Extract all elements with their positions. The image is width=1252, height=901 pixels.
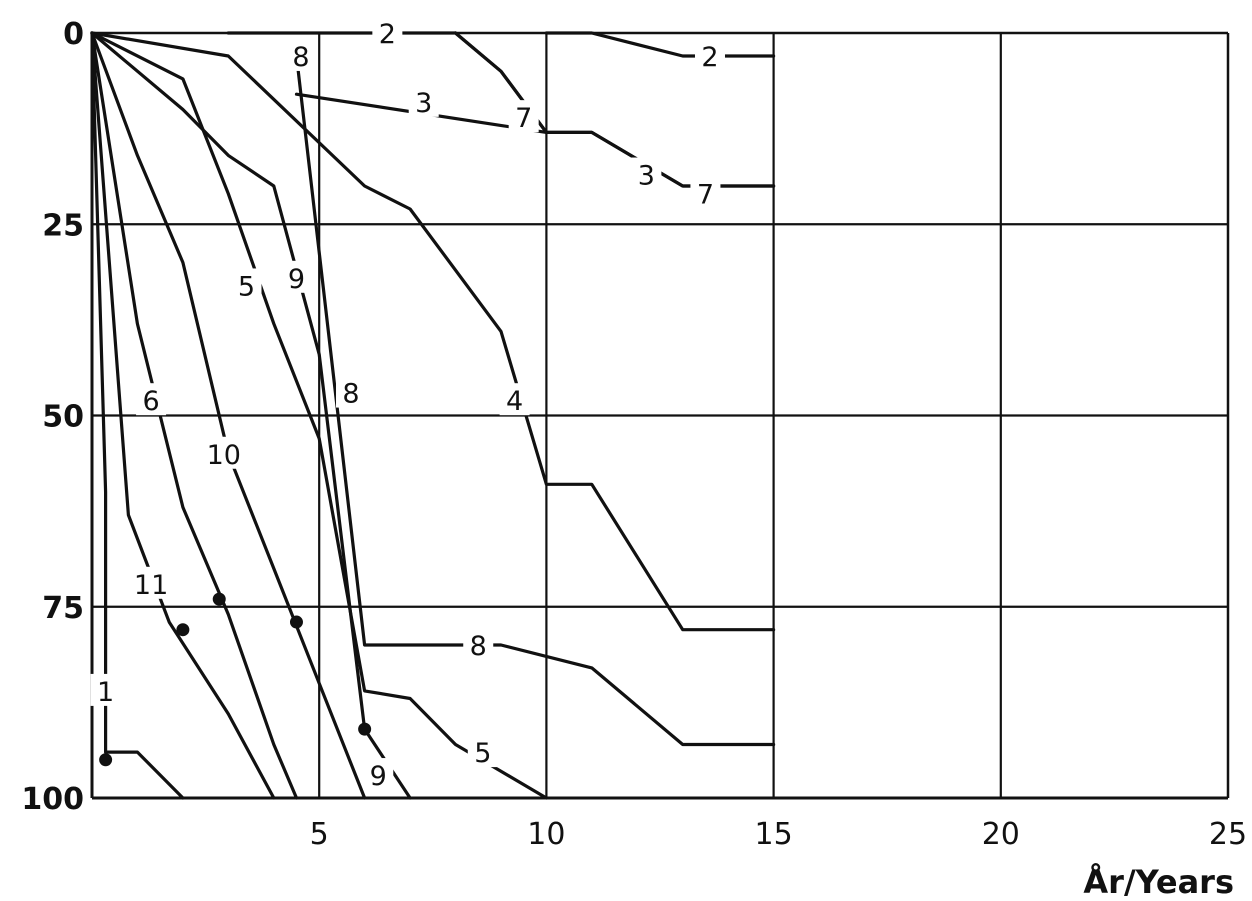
series-label-7: 7 (515, 103, 532, 134)
series-label-bg-3 (408, 84, 439, 117)
y-tick-label: 50 (42, 400, 84, 435)
x-tick-label: 5 (310, 817, 329, 852)
series-label-4: 4 (506, 386, 523, 417)
x-tick-label: 25 (1209, 817, 1247, 852)
series-marker-11 (176, 623, 190, 637)
series-label-5: 5 (474, 738, 491, 769)
series-label-7: 7 (697, 180, 714, 211)
series-label-2: 2 (701, 42, 718, 73)
series-label-9: 9 (288, 264, 305, 295)
series-label-bg-2 (372, 16, 403, 48)
series-label-bg-4 (499, 383, 530, 416)
series-line-6 (90, 31, 299, 800)
series-label-9: 9 (370, 761, 387, 792)
series-marker-10 (289, 615, 303, 629)
series-marker-6 (212, 592, 226, 606)
series-label-bg-10 (200, 436, 247, 469)
series-label-bg-6 (136, 383, 167, 416)
x-tick-label: 15 (755, 817, 793, 852)
curve-labels: 1 2 2 3 3 4 5 5 6 7 7 8 8 8 9 9 10 11 (90, 16, 725, 792)
series-line-8 (294, 54, 776, 747)
series-label-8: 8 (342, 379, 359, 410)
x-tick-label: 20 (982, 817, 1020, 852)
series-label-6: 6 (142, 386, 159, 417)
series-line-2 (544, 31, 776, 58)
series-label-11: 11 (134, 570, 168, 601)
series-label-2: 2 (379, 19, 396, 50)
y-tick-label: 75 (42, 591, 84, 626)
series-label-1: 1 (97, 677, 114, 708)
x-axis-title: År/Years (1083, 863, 1234, 901)
series-label-3: 3 (415, 88, 432, 119)
y-tick-label: 100 (21, 782, 84, 817)
x-tick-label: 10 (527, 817, 565, 852)
series-label-bg-8 (463, 628, 494, 660)
series-line-1 (90, 31, 185, 800)
series-label-bg-3 (631, 157, 662, 190)
series-label-8: 8 (292, 42, 309, 73)
series-label-3: 3 (638, 161, 655, 192)
series-label-bg-9 (363, 758, 394, 791)
series-label-bg-9 (281, 260, 312, 293)
series-label-bg-8 (336, 375, 367, 408)
series-line-5 (90, 31, 548, 800)
series-label-5: 5 (238, 271, 255, 302)
series-label-bg-11 (128, 566, 175, 599)
series-label-10: 10 (207, 440, 241, 471)
series-label-bg-5 (231, 268, 262, 301)
series-marker-9 (358, 722, 372, 736)
series-label-8: 8 (470, 631, 487, 662)
grid (90, 31, 1230, 800)
series-line-4 (90, 31, 776, 632)
series-label-bg-7 (508, 100, 539, 133)
x-axis-ticks: 5 10 15 20 25 (310, 817, 1247, 852)
series-label-bg-7 (690, 176, 721, 209)
y-tick-label: 0 (63, 17, 84, 52)
series-label-bg-2 (694, 38, 725, 71)
y-axis-ticks: 0 25 50 75 100 (21, 17, 84, 817)
y-tick-label: 25 (42, 208, 84, 243)
series-line-11 (90, 31, 276, 800)
series-label-bg-8 (286, 38, 317, 71)
series-label-bg-5 (467, 735, 498, 768)
series-marker-1 (99, 753, 113, 767)
series-label-bg-1 (90, 673, 121, 706)
